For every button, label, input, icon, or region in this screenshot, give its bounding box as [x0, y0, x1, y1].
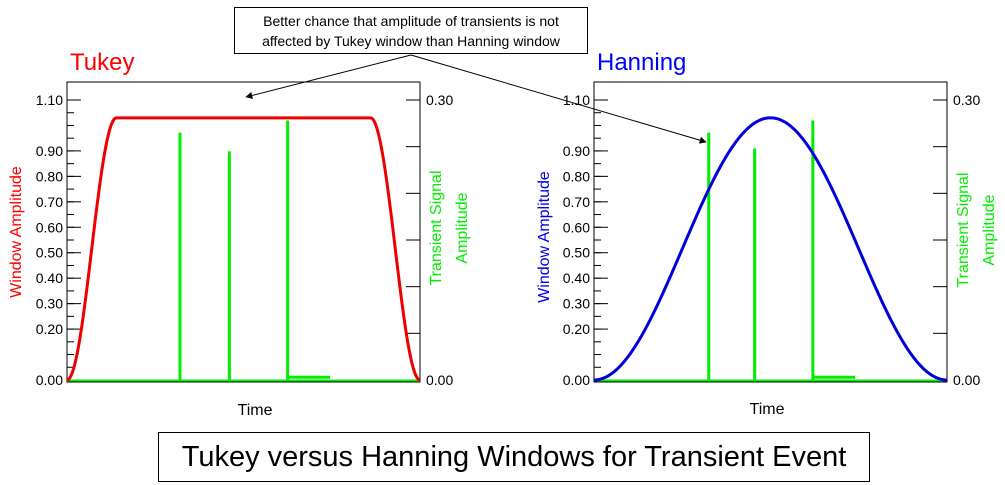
- tukey-y-tick-label: 0.00: [36, 372, 63, 388]
- tukey-y2-tick-label: 0.30: [426, 92, 453, 108]
- hanning-y-tick-label: 0.80: [563, 168, 590, 184]
- hanning-title: Hanning: [597, 49, 686, 76]
- tukey-y-tick-label: 0.90: [36, 143, 63, 159]
- tukey-y-tick-label: 0.20: [36, 321, 63, 337]
- hanning-y2-label-line1: Transient Signal: [955, 172, 972, 287]
- hanning-panel: Hanning 0.00 0.20 0.30 0.40 0.50 0.60 0.70 0.80…: [536, 49, 998, 418]
- hanning-y-tick-label: 0.70: [563, 194, 590, 210]
- tukey-y-tick-label: 0.30: [36, 296, 63, 312]
- tukey-y-tick-label: 0.60: [36, 219, 63, 235]
- annotation-line-2: affected by Tukey window than Hanning wi…: [262, 33, 560, 49]
- hanning-y2-tick-label: 0.30: [953, 92, 980, 108]
- tukey-y2-label-line1: Transient Signal: [428, 170, 445, 285]
- figure-caption: Tukey versus Hanning Windows for Transie…: [158, 432, 870, 482]
- tukey-y2-label-line2: Amplitude: [454, 192, 471, 263]
- annotation-callout: Better chance that amplitude of transien…: [234, 7, 588, 54]
- tukey-x-axis-label: Time: [238, 402, 273, 419]
- annotation-line-1: Better chance that amplitude of transien…: [263, 13, 559, 29]
- tukey-y-tick-label: 0.40: [36, 270, 63, 286]
- tukey-y-axis-label: Window Amplitude: [8, 166, 25, 298]
- tukey-y-tick-label: 0.50: [36, 245, 63, 261]
- hanning-window-curve: [593, 116, 948, 382]
- tukey-y2-tick-label: 0.00: [426, 372, 453, 388]
- tukey-y-tick-label: 0.70: [36, 194, 63, 210]
- tukey-window-curve: [66, 116, 421, 382]
- tukey-y-tick-label: 0.80: [36, 168, 63, 184]
- hanning-y2-axis-label: Transient Signal Amplitude: [955, 172, 998, 287]
- tukey-y-tick-label: 1.10: [36, 92, 63, 108]
- hanning-x-axis-label: Time: [750, 401, 785, 418]
- hanning-y-tick-label: 0.50: [563, 245, 590, 261]
- hanning-y-axis-label: Window Amplitude: [536, 171, 553, 303]
- hanning-y-tick-label: 0.60: [563, 219, 590, 235]
- hanning-y2-tick-label: 0.00: [953, 372, 980, 388]
- hanning-y-tick-label: 0.90: [563, 143, 590, 159]
- hanning-plot-frame: [593, 81, 948, 383]
- hanning-y-tick-label: 0.30: [563, 296, 590, 312]
- hanning-y2-label-line2: Amplitude: [981, 194, 998, 265]
- annotation-arrow-hanning: [410, 54, 707, 144]
- hanning-y-tick-label: 0.20: [563, 321, 590, 337]
- tukey-plot-frame: [66, 81, 421, 383]
- hanning-y-tick-label: 0.40: [563, 270, 590, 286]
- tukey-panel: Tukey 0.00 0.20 0.30 0.40 0.50 0.60 0.70 0.80 0.…: [8, 49, 471, 419]
- annotation-arrow-tukey: [245, 54, 412, 99]
- hanning-y-tick-label: 0.00: [563, 372, 590, 388]
- hanning-y-tick-label: 1.10: [563, 92, 590, 108]
- tukey-y2-axis-label: Transient Signal Amplitude: [428, 170, 471, 285]
- tukey-title: Tukey: [70, 49, 134, 76]
